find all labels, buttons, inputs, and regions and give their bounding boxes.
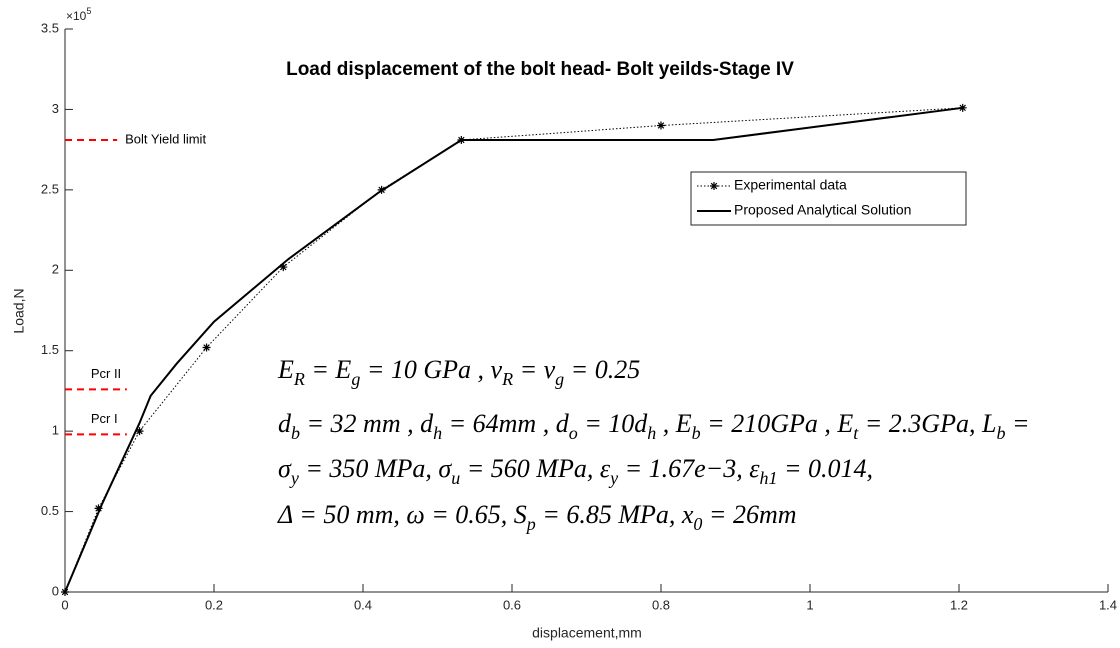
- equation: ER = Eg = 10 GPa , νR = νg = 0.25: [277, 355, 640, 389]
- equation-subscript: R: [501, 369, 513, 389]
- x-tick-label: 0.2: [205, 597, 223, 612]
- equation-text: = 560 MPa, ε: [460, 454, 611, 483]
- data-marker: [94, 504, 103, 513]
- y-tick-label: 3: [52, 101, 59, 116]
- y-tick-label: 1: [52, 423, 59, 438]
- equation-text: =: [1005, 409, 1029, 438]
- equation-text: d: [278, 409, 292, 438]
- equation-text: = 32 mm , d: [300, 409, 434, 438]
- equation-subscript: t: [853, 423, 859, 443]
- chart-title: Load displacement of the bolt head- Bolt…: [286, 59, 794, 80]
- equation: db = 32 mm , dh = 64mm , do = 10dh , Eb …: [278, 409, 1029, 443]
- equation-subscript: p: [525, 514, 536, 534]
- x-tick-label: 0.6: [503, 597, 521, 612]
- reference-label: Pcr I: [91, 411, 118, 426]
- equation-text: = 0.25: [564, 355, 640, 384]
- y-axis-label: Load,N: [11, 288, 27, 333]
- equation: Δ = 50 mm, ω = 0.65, Sp = 6.85 MPa, x0 =…: [277, 500, 797, 534]
- equation-subscript: h: [647, 423, 656, 443]
- equation-text: σ: [278, 454, 292, 483]
- equation-subscript: u: [451, 468, 460, 488]
- x-tick-label: 1.4: [1099, 597, 1117, 612]
- equation-text: E: [277, 355, 294, 384]
- y-tick-label: 2: [52, 262, 59, 277]
- x-tick-label: 1.2: [950, 597, 968, 612]
- equation-text: = 10 GPa , ν: [360, 355, 502, 384]
- equation-text: = 1.67e−3, ε: [618, 454, 760, 483]
- reference-label: Bolt Yield limit: [125, 131, 206, 146]
- legend-marker: [710, 182, 718, 190]
- equation-subscript: b: [291, 423, 300, 443]
- y-exponent: ×105: [66, 6, 91, 23]
- equation-text: = 6.85 MPa, x: [536, 500, 694, 529]
- x-tick-label: 0.4: [354, 597, 372, 612]
- legend-label: Experimental data: [734, 177, 847, 193]
- equation-subscript: g: [351, 369, 360, 389]
- equation-subscript: y: [608, 468, 618, 488]
- equation-text: = E: [305, 355, 352, 384]
- reference-label: Pcr II: [91, 366, 121, 381]
- equation-subscript: o: [569, 423, 578, 443]
- y-tick-label: 2.5: [41, 181, 59, 196]
- equation-text: = ν: [513, 355, 556, 384]
- equation-text: = 0.014,: [777, 454, 873, 483]
- equation-text: = 10d: [578, 409, 649, 438]
- y-tick-label: 3.5: [41, 20, 59, 35]
- x-tick-label: 0.8: [652, 597, 670, 612]
- equation-text: = 26mm: [702, 500, 796, 529]
- x-tick-label: 0: [61, 597, 68, 612]
- y-tick-label: 0: [52, 583, 59, 598]
- equation-text: = 64mm , d: [442, 409, 570, 438]
- equation-subscript: 0: [693, 514, 702, 534]
- x-tick-label: 1: [806, 597, 813, 612]
- equation-subscript: h1: [759, 468, 777, 488]
- y-tick-label: 0.5: [41, 503, 59, 518]
- equation-subscript: R: [293, 369, 305, 389]
- data-marker: [135, 427, 144, 436]
- y-tick-label: 1.5: [41, 342, 59, 357]
- exponent-power: 5: [86, 6, 91, 16]
- equation-subscript: b: [692, 423, 701, 443]
- series-line: [64, 106, 963, 593]
- data-marker: [202, 343, 211, 352]
- equation-text: , E: [656, 409, 692, 438]
- legend-box: [690, 171, 967, 226]
- equation-text: = 210GPa , E: [701, 409, 854, 438]
- equation-text: = 2.3GPa, L: [858, 409, 996, 438]
- equation-subscript: b: [996, 423, 1005, 443]
- equation-subscript: y: [289, 468, 299, 488]
- legend-label: Proposed Analytical Solution: [734, 202, 911, 218]
- data-marker: [279, 263, 288, 272]
- equation-subscript: g: [555, 369, 564, 389]
- exponent-base: ×10: [66, 9, 87, 23]
- equation-subscript: h: [433, 423, 442, 443]
- data-marker: [657, 121, 665, 130]
- equation: σy = 350 MPa, σu = 560 MPa, εy = 1.67e−3…: [278, 454, 873, 488]
- x-axis-label: displacement,mm: [532, 625, 642, 641]
- equation-text: Δ = 50 mm, ω = 0.65, S: [277, 500, 527, 529]
- equation-text: = 350 MPa, σ: [299, 454, 453, 483]
